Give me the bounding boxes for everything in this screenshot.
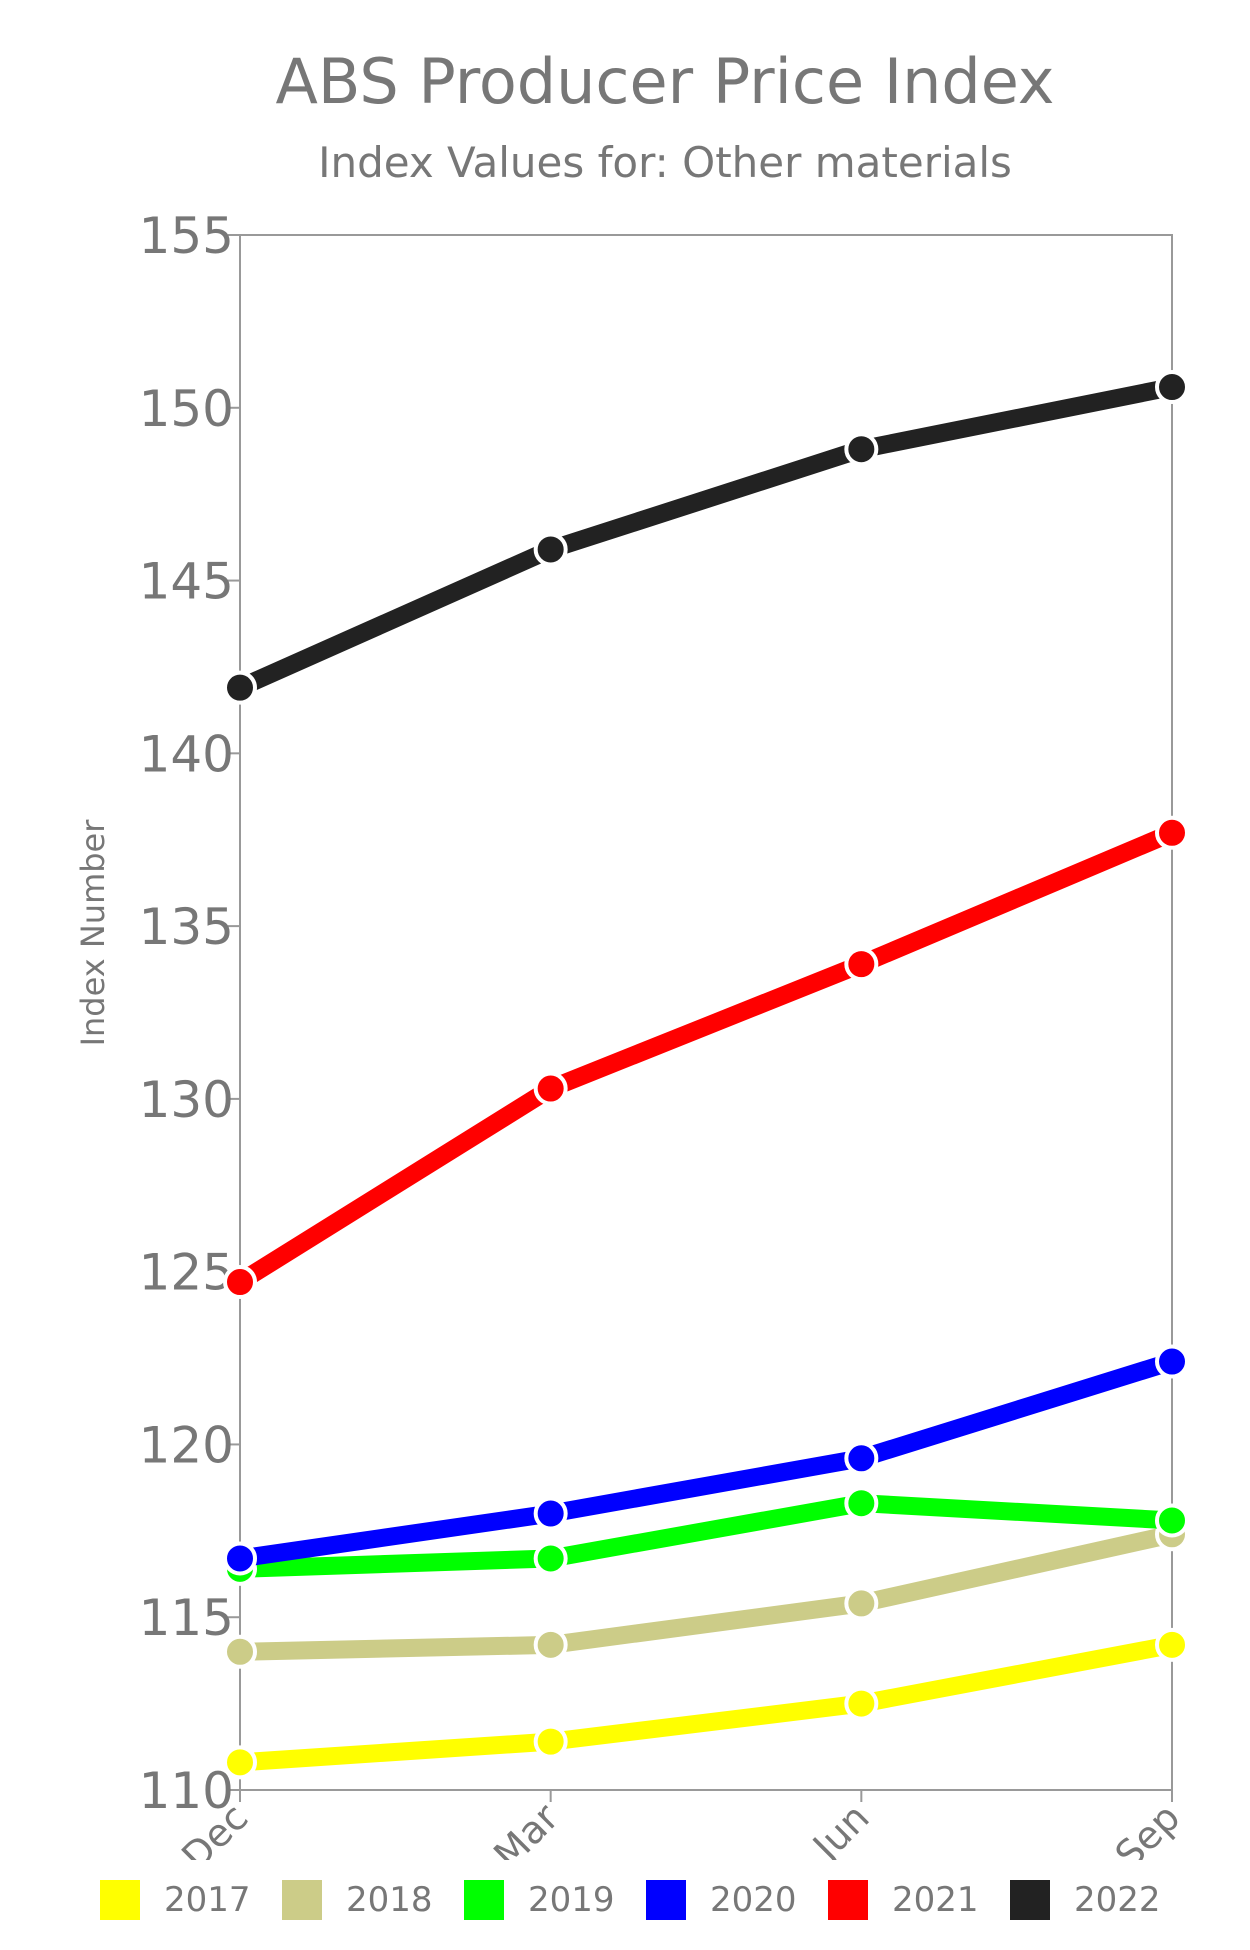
series-2021: [223, 815, 1189, 1300]
series-line: [231, 378, 1181, 697]
data-point[interactable]: [844, 432, 879, 467]
y-tick-label: 135: [139, 898, 234, 956]
chart-subtitle: Index Values for: Other materials: [318, 138, 1012, 187]
y-tick-label: 150: [139, 380, 234, 438]
legend-item[interactable]: 2021: [828, 1875, 979, 1925]
data-point[interactable]: [223, 1745, 257, 1780]
x-tick-label: Mar: [485, 1795, 567, 1860]
x-tick-label: Sep: [1107, 1795, 1189, 1860]
data-point[interactable]: [844, 1441, 879, 1476]
y-tick-label: 115: [139, 1589, 234, 1647]
y-tick-label: 120: [139, 1416, 234, 1474]
series-line: [231, 1635, 1181, 1772]
y-tick-label: 145: [139, 553, 234, 611]
data-point[interactable]: [1155, 1344, 1189, 1379]
data-point[interactable]: [844, 1586, 879, 1621]
series-line: [231, 1352, 1181, 1568]
legend-swatch: [828, 1880, 868, 1920]
plot-frame: [239, 234, 1173, 1791]
data-point[interactable]: [533, 1541, 568, 1576]
data-point[interactable]: [223, 1634, 257, 1669]
legend-swatch: [100, 1880, 140, 1920]
data-point[interactable]: [533, 1627, 568, 1662]
series-2017: [223, 1627, 1189, 1780]
legend: 2017 2018 2019 2020 2021 2022: [100, 1875, 1250, 1925]
y-axis-label: Index Number: [74, 819, 112, 1047]
data-point[interactable]: [533, 1496, 568, 1531]
data-point[interactable]: [1155, 1503, 1189, 1538]
data-point[interactable]: [223, 670, 257, 705]
y-tick-label: 125: [139, 1244, 234, 1302]
y-tick-label: 140: [139, 725, 234, 783]
data-point[interactable]: [533, 1071, 568, 1106]
x-tick-label: Jun: [803, 1795, 878, 1860]
legend-label: 2021: [892, 1880, 979, 1920]
legend-swatch: [1010, 1880, 1050, 1920]
series-2022: [223, 370, 1189, 705]
data-point[interactable]: [844, 947, 879, 982]
data-point[interactable]: [1155, 1627, 1189, 1662]
legend-swatch: [282, 1880, 322, 1920]
data-point[interactable]: [223, 1265, 257, 1300]
series-line: [231, 823, 1181, 1292]
legend-item[interactable]: 2022: [1010, 1875, 1161, 1925]
series-line: [231, 1494, 1181, 1578]
series-2020: [223, 1344, 1189, 1576]
data-point[interactable]: [223, 1541, 257, 1576]
legend-label: 2022: [1074, 1880, 1161, 1920]
legend-item[interactable]: 2018: [282, 1875, 433, 1925]
legend-label: 2020: [710, 1880, 797, 1920]
legend-item[interactable]: 2017: [100, 1875, 251, 1925]
data-point[interactable]: [844, 1686, 879, 1721]
y-tick-label: 130: [139, 1071, 234, 1129]
data-point[interactable]: [1155, 370, 1189, 405]
legend-item[interactable]: 2020: [646, 1875, 797, 1925]
legend-item[interactable]: 2019: [464, 1875, 615, 1925]
y-tick-label: 110: [139, 1762, 234, 1820]
legend-label: 2017: [164, 1880, 251, 1920]
data-point[interactable]: [844, 1486, 879, 1521]
legend-label: 2019: [528, 1880, 615, 1920]
y-tick-label: 155: [139, 207, 234, 265]
legend-label: 2018: [346, 1880, 433, 1920]
series-line: [231, 1525, 1181, 1661]
data-point[interactable]: [533, 532, 568, 567]
data-point[interactable]: [533, 1724, 568, 1759]
legend-swatch: [646, 1880, 686, 1920]
chart-title: ABS Producer Price Index: [275, 45, 1055, 118]
legend-swatch: [464, 1880, 504, 1920]
data-point[interactable]: [1155, 815, 1189, 850]
